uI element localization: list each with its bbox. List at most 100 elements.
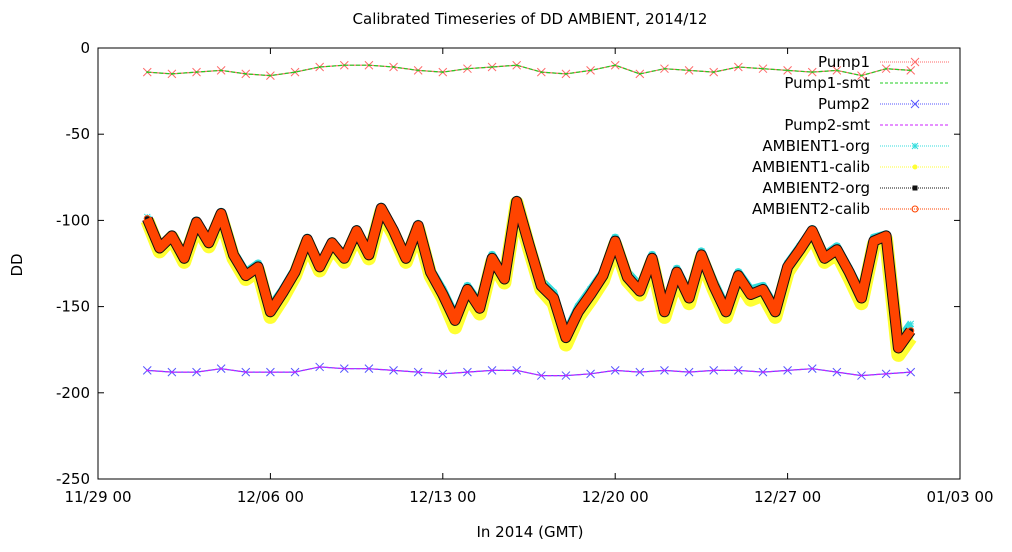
data-point-ambient2-calib [439,291,447,299]
data-point-pump1-smt [220,69,223,72]
data-point-ambient2-calib [279,289,287,297]
data-point-pump2-smt [367,367,370,370]
data-point-pump2-smt [564,374,567,377]
legend-entry-ambient2-calib: AMBIENT2-calib [752,200,950,218]
data-point-ambient2-calib [796,246,804,254]
data-point-ambient2-calib [390,227,398,235]
data-point-pump1-smt [663,67,666,70]
legend-swatch-marker [912,185,918,191]
plot-area [140,60,917,380]
legend-label: Pump2-smt [784,116,870,134]
data-point-pump1-smt [269,74,272,77]
data-point-ambient2-calib [303,235,311,243]
data-point-pump2-smt [761,371,764,374]
data-point-ambient2-calib [451,316,459,324]
data-point-pump1-smt [146,71,149,74]
data-point-pump1-smt [515,64,518,67]
data-point-ambient2-calib [242,272,250,280]
data-point-ambient2-calib [833,246,841,254]
legend-label: AMBIENT2-org [762,179,870,197]
data-point-pump2-smt [343,367,346,370]
legend-entry-pump2-smt: Pump2-smt [784,116,950,134]
x-axis-label: In 2014 (GMT) [476,523,583,541]
y-tick-label: -250 [56,470,90,488]
data-point-ambient2-calib [340,254,348,262]
data-point-ambient2-calib [463,285,471,293]
data-point-pump1-smt [466,67,469,70]
data-point-ambient2-calib [784,263,792,271]
data-point-ambient2-calib [759,285,767,293]
data-point-ambient2-calib [266,308,274,316]
plot-frame [97,47,961,480]
x-tick-label: 11/29 00 [64,488,131,506]
data-point-pump2-smt [170,371,173,374]
legend-swatch-marker [910,99,920,109]
data-point-pump1-smt [786,69,789,72]
data-point-ambient2-calib [648,254,656,262]
data-point-pump2-smt [712,369,715,372]
legend-label: AMBIENT2-calib [752,200,870,218]
data-point-ambient2-calib [500,275,508,283]
data-point-pump1-smt [811,71,814,74]
legend-entry-pump1: Pump1 [818,53,950,71]
data-point-ambient2-calib [857,294,865,302]
series-pump2-smt [146,365,912,377]
data-point-pump2-smt [515,369,518,372]
data-point-ambient2-calib [574,308,582,316]
data-point-ambient2-calib [611,237,619,245]
series-ambient2-calib [143,196,915,353]
data-point-pump2-smt [909,371,912,374]
data-point-ambient2-calib [377,204,385,212]
data-point-pump1-smt [860,74,863,77]
data-point-pump1-smt [614,64,617,67]
data-point-pump1-smt [712,71,715,74]
data-point-pump2-smt [318,365,321,368]
data-point-pump2-smt [663,369,666,372]
legend-label: Pump1 [818,53,870,71]
data-point-ambient1-org [907,320,915,328]
legend-label: Pump1-smt [784,74,870,92]
data-point-ambient2-calib [599,272,607,280]
y-tick-label: -50 [66,125,91,143]
data-point-ambient2-calib [143,215,151,223]
x-tick-label: 12/06 00 [237,488,304,506]
data-point-ambient2-calib [328,239,336,247]
legend-swatch-marker [910,57,920,67]
data-point-ambient2-calib [254,263,262,271]
data-point-pump2-smt [614,369,617,372]
data-point-ambient2-calib [229,251,237,259]
data-point-pump2-smt [885,372,888,375]
series-line-pump1-smt [147,64,911,77]
y-axis-label: DD [8,253,26,276]
series-line-pump2-smt [147,366,911,377]
data-point-pump2-smt [688,371,691,374]
y-tick-label: -200 [56,384,90,402]
chart-title: Calibrated Timeseries of DD AMBIENT, 201… [353,10,708,28]
x-tick-label: 12/20 00 [582,488,649,506]
data-point-pump1-smt [540,71,543,74]
data-point-pump2-smt [294,371,297,374]
data-point-ambient2-calib [882,232,890,240]
data-point-ambient2-calib [907,327,915,335]
data-point-pump1-smt [688,69,691,72]
data-point-pump2-smt [466,371,469,374]
data-point-pump2-smt [835,371,838,374]
data-point-pump2-smt [737,369,740,372]
data-point-pump1-smt [491,65,494,68]
data-point-ambient2-calib [365,251,373,259]
data-point-ambient2-calib [193,218,201,226]
data-point-pump2-smt [269,371,272,374]
data-point-pump1-smt [909,69,912,72]
y-tick-label: -100 [56,211,90,229]
data-point-ambient1-calib [452,324,458,330]
data-point-ambient2-calib [537,282,545,290]
data-point-pump2-smt [392,369,395,372]
legend-swatch-marker [911,142,919,150]
legend-swatch-marker [912,164,918,170]
data-point-ambient2-calib [710,282,718,290]
series-line-ambient2-calib [143,196,915,353]
data-point-pump2-smt [638,371,641,374]
data-point-pump1-smt [638,72,641,75]
data-point-pump1-smt [392,65,395,68]
